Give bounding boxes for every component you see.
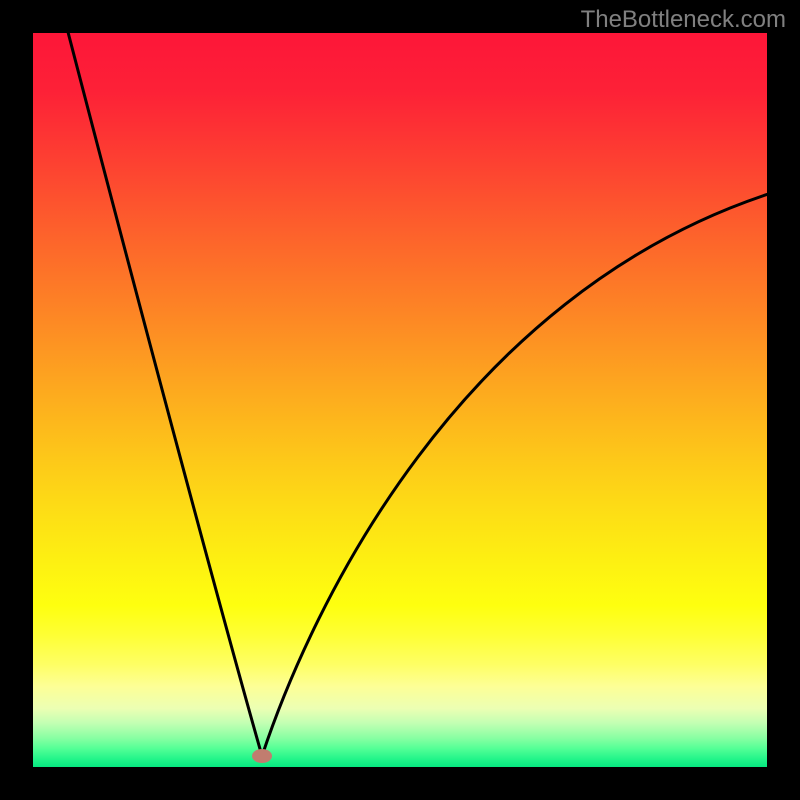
optimal-point-marker [252, 749, 272, 763]
chart-container: TheBottleneck.com [0, 0, 800, 800]
gradient-plot-area [33, 33, 767, 767]
bottleneck-chart [0, 0, 800, 800]
watermark-text: TheBottleneck.com [581, 6, 786, 34]
